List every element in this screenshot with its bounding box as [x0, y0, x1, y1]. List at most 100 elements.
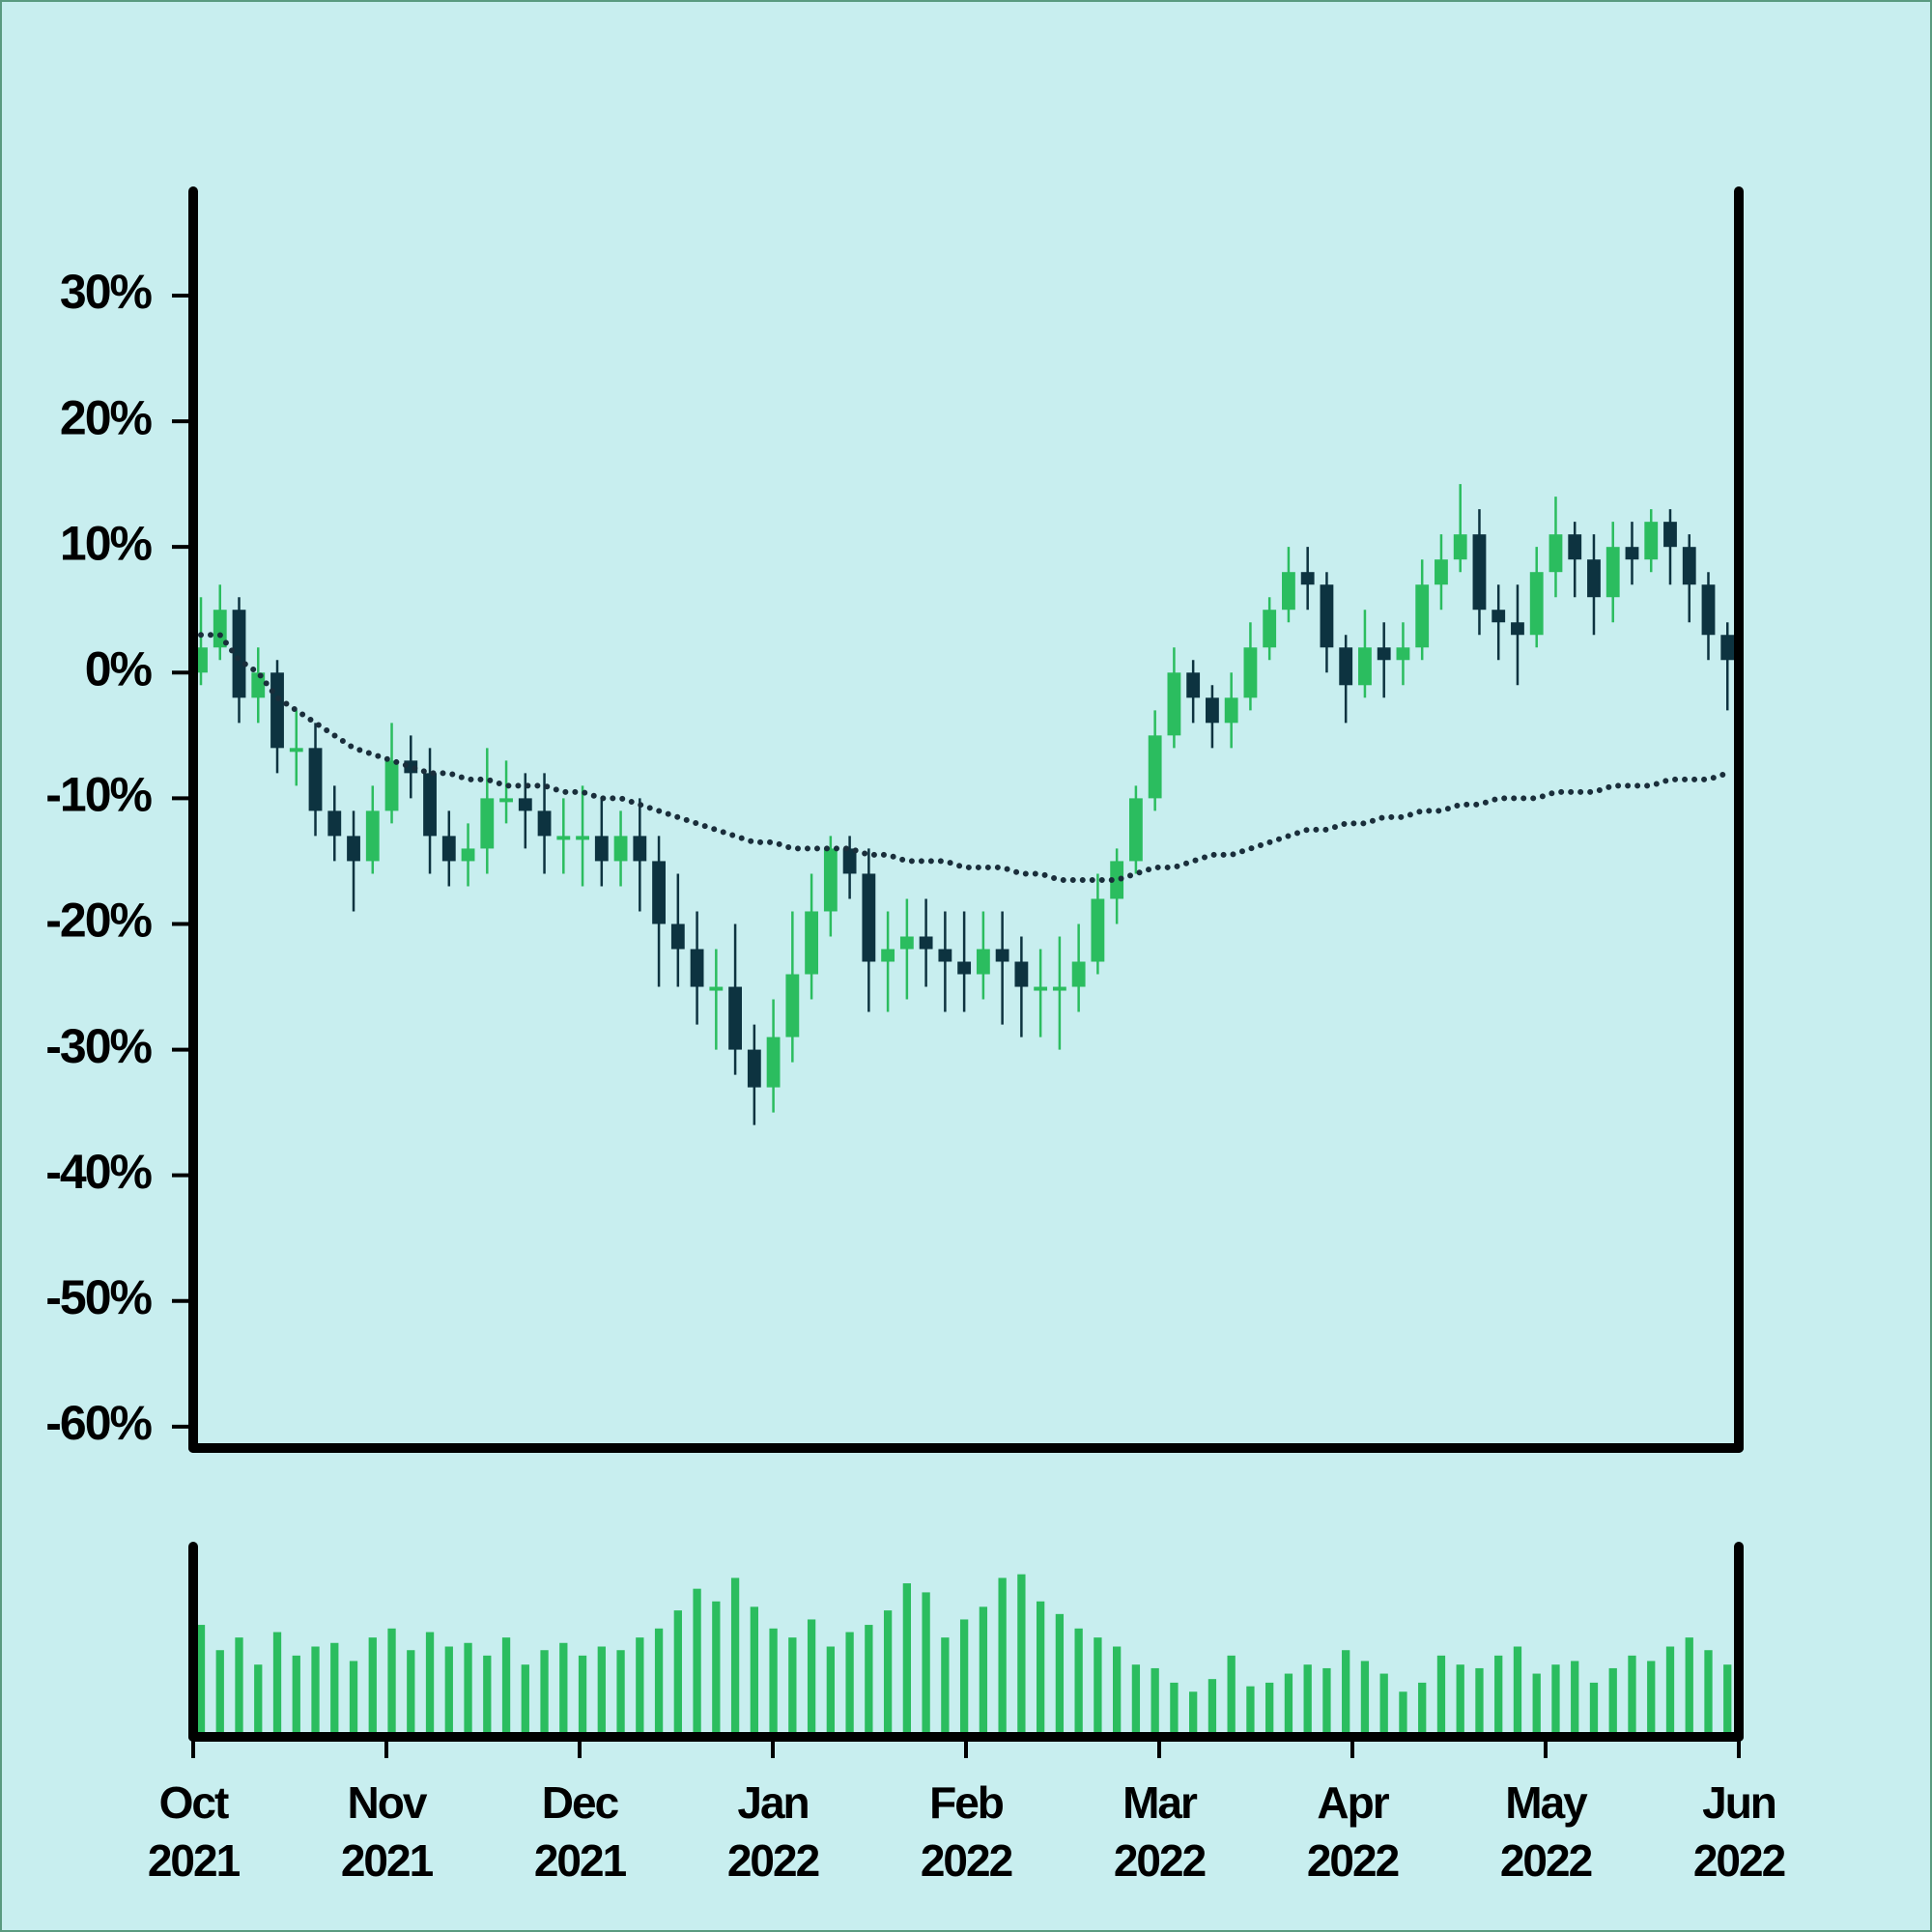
- volume-bar: [1551, 1664, 1560, 1737]
- candle-body: [613, 836, 628, 862]
- volume-bar: [1265, 1682, 1274, 1737]
- volume-bar: [998, 1577, 1007, 1737]
- candle-body: [938, 949, 952, 962]
- candle-body: [747, 1049, 761, 1088]
- x-tick-label: Dec 2021: [534, 1777, 627, 1886]
- volume-bar: [1571, 1661, 1579, 1737]
- candle-body: [576, 836, 589, 840]
- candle-body: [690, 949, 704, 987]
- volume-bar: [1284, 1673, 1293, 1737]
- volume-bar: [826, 1646, 835, 1737]
- volume-bar: [407, 1650, 415, 1737]
- volume-bar: [673, 1610, 682, 1737]
- candle-body: [1128, 798, 1143, 862]
- volume-bar: [196, 1625, 206, 1737]
- y-tick-label: 10%: [60, 516, 153, 570]
- x-tick-label: Mar 2022: [1114, 1777, 1206, 1886]
- candle-body: [499, 798, 513, 803]
- volume-bar: [616, 1650, 625, 1737]
- x-tick-label: Nov 2021: [341, 1777, 434, 1886]
- volume-bar: [1322, 1667, 1331, 1737]
- candle-body: [1720, 635, 1735, 661]
- candle-body: [1587, 559, 1601, 598]
- candle-body: [480, 798, 495, 849]
- volume-bar: [636, 1637, 644, 1737]
- candle-body: [1568, 534, 1582, 560]
- volume-bar: [1685, 1637, 1693, 1737]
- volume-bar: [540, 1650, 549, 1737]
- candle-body: [1701, 584, 1716, 636]
- candle-body: [1339, 647, 1353, 686]
- candle-body: [862, 873, 876, 962]
- volume-bar: [959, 1619, 969, 1737]
- candle-body: [1605, 547, 1620, 598]
- candle-body: [441, 836, 456, 862]
- candle-body: [213, 610, 227, 648]
- volume-bar: [1513, 1646, 1522, 1737]
- candle-body: [384, 760, 399, 811]
- volume-bar: [1647, 1661, 1656, 1737]
- volume-bar: [349, 1661, 358, 1737]
- volume-bar: [483, 1655, 492, 1737]
- y-tick-label: -10%: [45, 768, 152, 822]
- volume-bar: [1017, 1574, 1026, 1737]
- volume-bar: [311, 1646, 320, 1737]
- volume-bar: [750, 1606, 758, 1737]
- candle-body: [1529, 572, 1544, 636]
- volume-bar: [1170, 1682, 1179, 1737]
- candle-body: [785, 974, 800, 1037]
- volume-bar: [1589, 1682, 1599, 1737]
- candle-body: [327, 810, 342, 837]
- volume-bar: [1113, 1646, 1122, 1737]
- volume-bar: [1628, 1655, 1636, 1737]
- volume-bar: [1532, 1673, 1541, 1737]
- candle-body: [766, 1037, 781, 1088]
- candle-body: [1663, 522, 1677, 548]
- candle-body: [976, 949, 990, 975]
- y-tick-label: 20%: [60, 390, 153, 444]
- candle-body: [1415, 584, 1430, 648]
- candle-body: [1110, 861, 1124, 899]
- volume-bar: [235, 1637, 243, 1737]
- candle-body: [518, 798, 532, 811]
- volume-bar: [501, 1637, 511, 1737]
- volume-bar: [1665, 1646, 1675, 1737]
- volume-bar: [902, 1583, 912, 1737]
- volume-bar: [559, 1642, 568, 1737]
- candle-body: [556, 836, 571, 840]
- candle-body: [251, 672, 266, 698]
- volume-bar: [769, 1628, 778, 1737]
- volume-bar: [1055, 1613, 1065, 1737]
- candle-body: [308, 748, 323, 811]
- volume-bar: [693, 1588, 701, 1737]
- volume-bar: [254, 1664, 263, 1737]
- candle-body: [1300, 572, 1315, 585]
- volume-bar: [712, 1601, 721, 1737]
- candle-body: [670, 923, 685, 950]
- candle-body: [995, 949, 1009, 962]
- candle-body: [232, 610, 246, 698]
- volume-bar: [1399, 1691, 1407, 1737]
- candle-body: [1548, 534, 1563, 573]
- volume-bar: [578, 1655, 587, 1737]
- candle-body: [1644, 522, 1659, 560]
- candle-body: [1263, 610, 1277, 648]
- candle-body: [1148, 735, 1162, 799]
- candle-body: [1282, 572, 1295, 611]
- candle-body: [1625, 547, 1639, 560]
- volume-bar: [1227, 1655, 1236, 1737]
- candle-body: [1091, 898, 1105, 962]
- candle-body: [919, 936, 933, 950]
- x-tick-label: Jun 2022: [1693, 1777, 1785, 1886]
- candle-body: [1358, 647, 1372, 686]
- volume-bar: [292, 1655, 300, 1737]
- volume-bar: [1704, 1650, 1713, 1737]
- y-tick-label: -40%: [45, 1145, 152, 1199]
- candle-body: [1472, 534, 1487, 611]
- candle-body: [728, 986, 742, 1050]
- volume-bar: [1094, 1637, 1102, 1737]
- candle-body: [289, 748, 303, 753]
- y-tick-label: -50%: [45, 1270, 152, 1324]
- y-tick-label: -20%: [45, 894, 152, 948]
- volume-bar: [521, 1664, 529, 1737]
